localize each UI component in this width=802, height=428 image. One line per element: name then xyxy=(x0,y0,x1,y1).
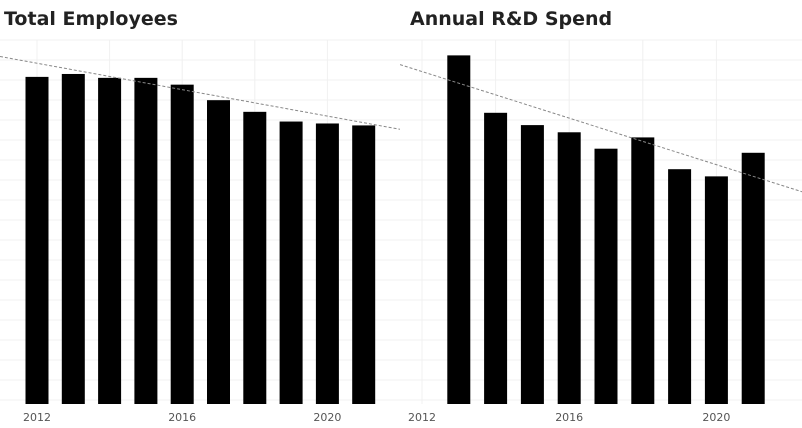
bar-2013 xyxy=(447,55,471,405)
x-tick-label-2016: 2016 xyxy=(168,411,196,424)
bar-2020 xyxy=(315,123,339,405)
bar-2018 xyxy=(631,137,655,404)
bar-2012 xyxy=(25,76,49,405)
x-tick-label-2020: 2020 xyxy=(702,411,730,424)
trend-line xyxy=(400,64,802,193)
bar-2021 xyxy=(741,152,765,404)
gridlines xyxy=(0,39,400,404)
rnd-spend-chart-panel: 2012 2016 2020 Annual R&D Spend xyxy=(400,0,802,428)
x-tick-label-2020: 2020 xyxy=(313,411,341,424)
x-tick-label-2012: 2012 xyxy=(23,411,51,424)
rnd-spend-chart: 2012 2016 2020 xyxy=(400,39,802,424)
bar-2018 xyxy=(243,111,267,404)
bar-2020 xyxy=(704,176,728,404)
bar-2019 xyxy=(668,169,692,404)
employees-chart-panel: 2012 2016 2020 Total Employees xyxy=(0,0,400,428)
employees-chart-title: Total Employees xyxy=(4,8,178,30)
bars xyxy=(25,73,376,405)
rnd-spend-chart-title: Annual R&D Spend xyxy=(410,8,613,30)
employees-chart: 2012 2016 2020 xyxy=(0,39,400,424)
bar-2015 xyxy=(520,125,544,405)
bar-2015 xyxy=(134,77,158,404)
x-tick-label-2012: 2012 xyxy=(408,411,436,424)
bar-2021 xyxy=(352,125,376,404)
bar-2016 xyxy=(557,132,581,405)
bar-2017 xyxy=(207,100,230,404)
bars xyxy=(447,55,765,405)
bar-2017 xyxy=(594,148,618,404)
bar-2016 xyxy=(170,84,194,404)
trend-line xyxy=(0,56,400,130)
bar-2019 xyxy=(279,121,303,404)
bar-2014 xyxy=(484,112,508,405)
bar-2013 xyxy=(61,73,85,405)
bar-2014 xyxy=(98,77,122,404)
x-tick-label-2016: 2016 xyxy=(555,411,583,424)
